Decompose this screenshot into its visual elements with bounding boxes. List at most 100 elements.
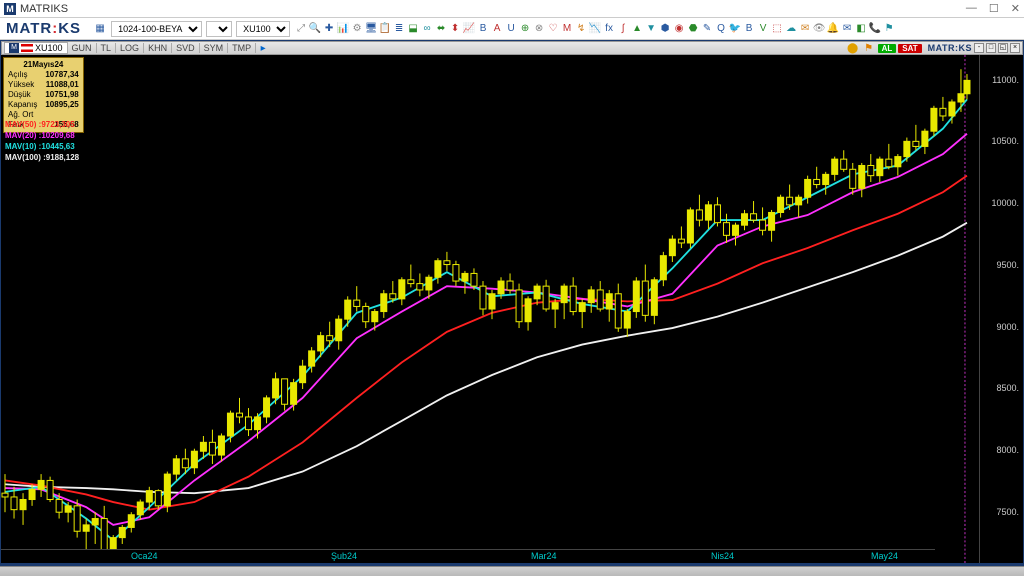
chart-min-button[interactable]: - xyxy=(974,43,984,53)
toolbar-icon[interactable]: B xyxy=(742,22,756,36)
toolbar-icon[interactable]: ⚑ xyxy=(882,22,896,36)
toolbar-icon[interactable]: ✉ xyxy=(798,22,812,36)
sell-badge[interactable]: SAT xyxy=(898,44,921,53)
toolbar-icon[interactable]: 📈 xyxy=(462,22,476,36)
toolbar-icon[interactable]: 🖥 xyxy=(364,22,378,36)
toolbar-icon[interactable]: ♡ xyxy=(546,22,560,36)
app-title: MATRIKS xyxy=(20,3,966,15)
x-tick: Nis24 xyxy=(711,551,734,561)
info-date: 21Mayıs24 xyxy=(8,60,79,70)
legend-row: MAV(10) :10445,63 xyxy=(5,141,79,152)
toolbar-icon[interactable]: ⚙ xyxy=(350,22,364,36)
toolbar-icon[interactable]: 👁 xyxy=(812,22,826,36)
toolbar-icon[interactable]: 📋 xyxy=(378,22,392,36)
info-row: Yüksek11088,01 xyxy=(8,80,79,90)
toolbar-icon[interactable]: ▼ xyxy=(644,22,658,36)
toolbar-icon[interactable]: ⬢ xyxy=(658,22,672,36)
chart-tab[interactable]: TMP xyxy=(228,43,256,53)
toolbar-icon[interactable]: 🔔 xyxy=(826,22,840,36)
toolbar-icon[interactable]: U xyxy=(504,22,518,36)
toolbar-icon[interactable]: B xyxy=(476,22,490,36)
titlebar: M MATRIKS — ☐ ✕ xyxy=(0,0,1024,18)
layout-select[interactable]: 1024-100-BEYA xyxy=(111,21,202,37)
chart-tab[interactable]: SVD xyxy=(172,43,200,53)
toolbar-icon[interactable]: M xyxy=(560,22,574,36)
chart-tab[interactable]: SYM xyxy=(200,43,229,53)
toolbar-icon[interactable]: ⬍ xyxy=(448,22,462,36)
chart-dropdown-icon[interactable]: ▸ xyxy=(256,41,270,55)
toolbar-icon[interactable]: ◧ xyxy=(854,22,868,36)
chart-window: M XU100 GUNTLLOGKHNSVDSYMTMP ▸ ⬤ ⚑ AL SA… xyxy=(0,40,1024,576)
legend-row: MAV(20) :10209,68 xyxy=(5,130,79,141)
toolbar-icon[interactable]: ◉ xyxy=(672,22,686,36)
toolbar-icon[interactable]: ⊕ xyxy=(518,22,532,36)
toolbar-icon[interactable]: ▲ xyxy=(630,22,644,36)
legend-row: MAV(50) :9723,305 xyxy=(5,119,79,130)
toolbar-icon[interactable]: ⬓ xyxy=(406,22,420,36)
x-tick: Şub24 xyxy=(331,551,357,561)
brand-bar: MATR:KS ▦ 1024-100-BEYA 1 XU100 ⤢🔍✚📊⚙🖥📋≣… xyxy=(0,18,1024,40)
chart-tab[interactable]: GUN xyxy=(68,43,97,53)
toolbar-icon[interactable]: ✉ xyxy=(840,22,854,36)
y-tick: 10500. xyxy=(991,136,1019,146)
close-button[interactable]: ✕ xyxy=(1011,2,1020,15)
chart-plot[interactable]: 21Mayıs24 Açılış10787,34Yüksek11088,01Dü… xyxy=(1,55,979,563)
y-axis: 7500.8000.8500.9000.9500.10000.10500.110… xyxy=(979,55,1023,563)
chart-symbol-badge[interactable]: M XU100 xyxy=(4,42,68,54)
toolbar-icon[interactable]: ☁ xyxy=(784,22,798,36)
buy-badge[interactable]: AL xyxy=(878,44,897,53)
grid-icon[interactable]: ▦ xyxy=(93,22,107,36)
chart-max-button[interactable]: □ xyxy=(986,43,996,53)
alert-icon[interactable]: ⬤ xyxy=(846,41,860,55)
x-tick: Mar24 xyxy=(531,551,557,561)
y-tick: 9500. xyxy=(996,260,1019,270)
toolbar-icon[interactable]: ≣ xyxy=(392,22,406,36)
toolbar-icon[interactable]: 📊 xyxy=(336,22,350,36)
toolbar-icon[interactable]: ✎ xyxy=(700,22,714,36)
app-logo-icon: M xyxy=(4,3,16,15)
period-select[interactable]: 1 xyxy=(206,21,232,37)
toolbar-icon[interactable]: ⤢ xyxy=(294,22,308,36)
toolbar-icon[interactable]: Q xyxy=(714,22,728,36)
chart-restore-button[interactable]: ◱ xyxy=(998,43,1008,53)
toolbar-icon[interactable]: ∞ xyxy=(420,22,434,36)
symbol-select[interactable]: XU100 xyxy=(236,21,290,37)
x-tick: Oca24 xyxy=(131,551,158,561)
flag-button-icon[interactable]: ⚑ xyxy=(862,41,876,55)
toolbar-icon[interactable]: ↯ xyxy=(574,22,588,36)
toolbar-icon[interactable]: ∫ xyxy=(616,22,630,36)
toolbar-icon[interactable]: 🔍 xyxy=(308,22,322,36)
toolbar-icon[interactable]: 📞 xyxy=(868,22,882,36)
chart-header: M XU100 GUNTLLOGKHNSVDSYMTMP ▸ ⬤ ⚑ AL SA… xyxy=(1,41,1023,55)
chart-tab[interactable]: KHN xyxy=(144,43,172,53)
minimize-button[interactable]: — xyxy=(966,2,977,15)
toolbar-icon[interactable]: 📉 xyxy=(588,22,602,36)
toolbar-icon[interactable]: ✚ xyxy=(322,22,336,36)
toolbar-icon[interactable]: ⬌ xyxy=(434,22,448,36)
chart-tab[interactable]: LOG xyxy=(116,43,144,53)
info-row: Açılış10787,34 xyxy=(8,70,79,80)
toolbar-icon[interactable]: ⬣ xyxy=(686,22,700,36)
legend-row: MAV(100) :9188,128 xyxy=(5,152,79,163)
info-row: Kapanış10895,25 xyxy=(8,100,79,110)
y-tick: 9000. xyxy=(996,322,1019,332)
toolbar-icon[interactable]: V xyxy=(756,22,770,36)
toolbar-icon[interactable]: ⊗ xyxy=(532,22,546,36)
chart-svg xyxy=(1,55,979,563)
chart-close-button[interactable]: × xyxy=(1010,43,1020,53)
chart-footer-bar xyxy=(0,566,1024,576)
y-tick: 8000. xyxy=(996,445,1019,455)
maximize-button[interactable]: ☐ xyxy=(989,2,999,15)
toolbar-icon[interactable]: A xyxy=(490,22,504,36)
toolbar-icon[interactable]: ⬚ xyxy=(770,22,784,36)
chart-main: 21Mayıs24 Açılış10787,34Yüksek11088,01Dü… xyxy=(1,55,1023,563)
y-tick: 11000. xyxy=(992,75,1019,85)
y-tick: 8500. xyxy=(996,383,1019,393)
x-tick: May24 xyxy=(871,551,898,561)
main-toolbar: ▦ 1024-100-BEYA 1 XU100 ⤢🔍✚📊⚙🖥📋≣⬓∞⬌⬍📈BAU… xyxy=(93,21,896,37)
chart-tab[interactable]: TL xyxy=(97,43,117,53)
legend: MAV(50) :9723,305MAV(20) :10209,68MAV(10… xyxy=(5,119,79,163)
m-icon: M xyxy=(9,43,19,53)
toolbar-icon[interactable]: 🐦 xyxy=(728,22,742,36)
toolbar-icon[interactable]: fx xyxy=(602,22,616,36)
